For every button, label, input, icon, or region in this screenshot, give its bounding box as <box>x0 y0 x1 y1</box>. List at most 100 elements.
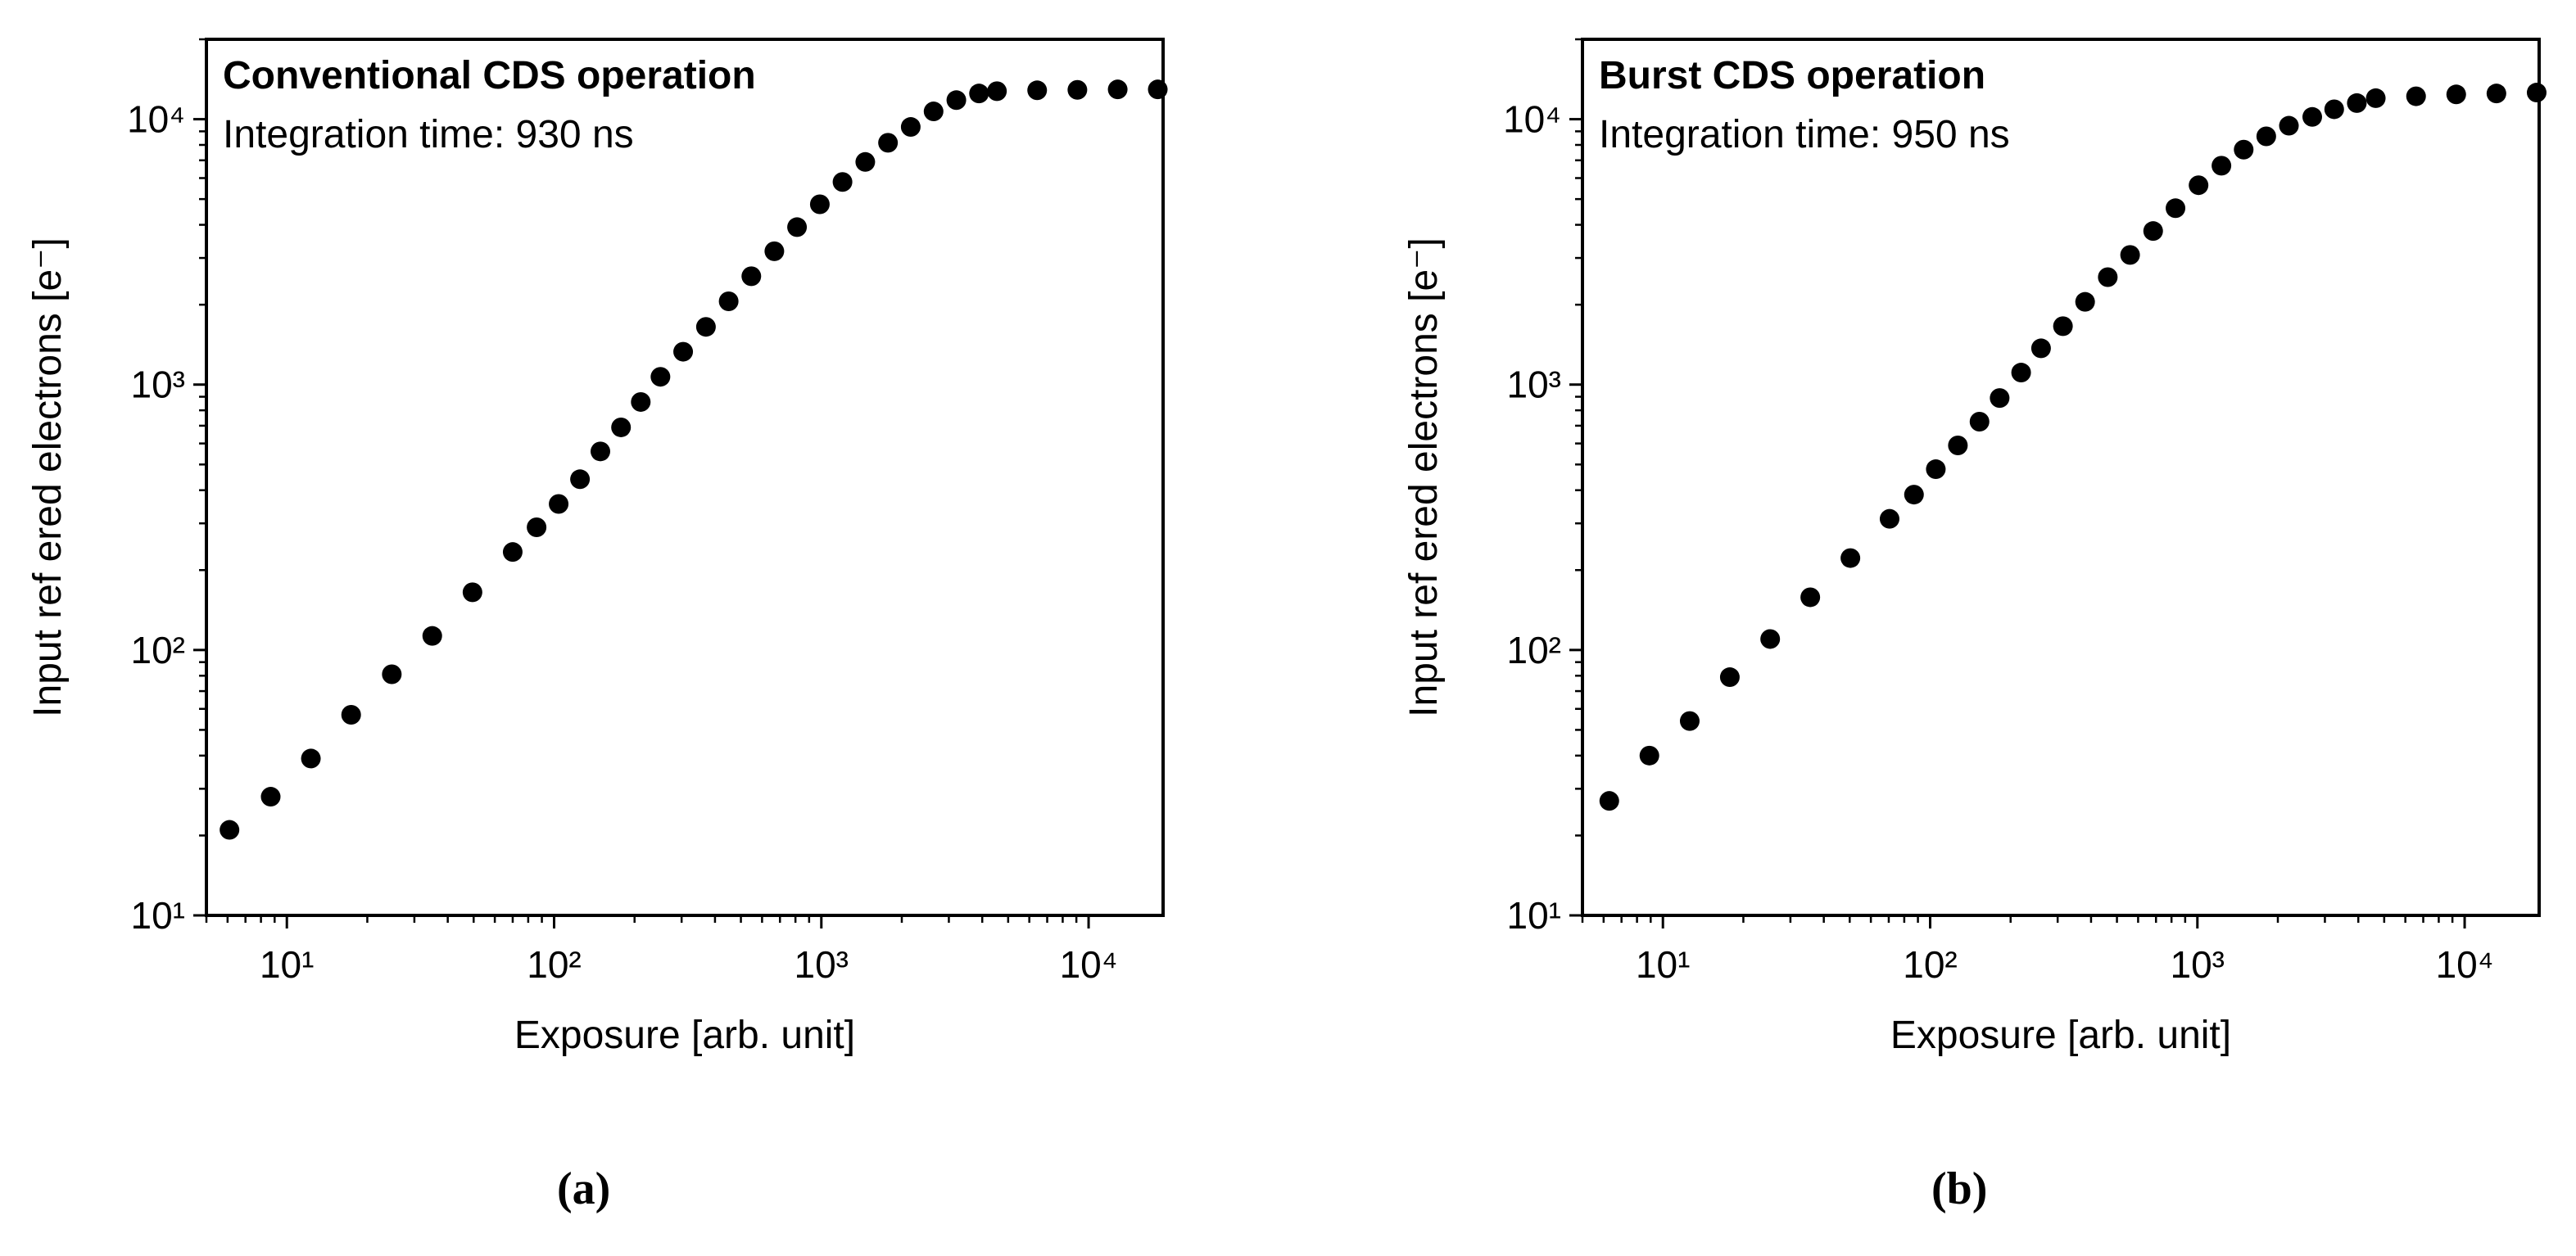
x-tick-label: 10² <box>527 943 581 986</box>
y-tick-label: 10³ <box>1507 364 1561 406</box>
data-point <box>2406 86 2426 106</box>
x-tick-label: 10⁴ <box>2436 943 2494 986</box>
y-tick-label: 10¹ <box>1507 894 1561 937</box>
data-point <box>549 494 569 514</box>
data-point <box>2011 363 2031 383</box>
data-point <box>718 291 739 311</box>
data-point <box>2526 83 2547 103</box>
data-point <box>2053 316 2073 337</box>
data-point <box>1926 459 1946 480</box>
data-point <box>2279 115 2299 136</box>
data-point <box>1719 667 1740 688</box>
panel-a-label: (a) <box>557 1163 611 1214</box>
data-point <box>1800 587 1821 608</box>
x-axis-label: Exposure [arb. unit] <box>1890 1014 2231 1057</box>
chart-title: Conventional CDS operation <box>223 54 756 97</box>
plot-frame <box>205 38 1165 917</box>
data-point <box>2324 99 2344 120</box>
data-point <box>260 787 281 807</box>
data-point <box>787 217 808 237</box>
data-point <box>462 582 482 603</box>
data-point <box>2120 245 2140 265</box>
data-point <box>382 664 402 684</box>
data-point <box>502 542 523 562</box>
data-point <box>1639 745 1659 766</box>
data-point <box>2256 126 2276 147</box>
data-point <box>923 102 944 122</box>
data-point <box>900 117 921 138</box>
chart-panel-0: 10¹ 10² 10³ 10⁴ 10¹ 10² 10³ 10⁴ Exposure [arb. u… <box>26 38 1168 1057</box>
data-point <box>341 704 361 725</box>
data-point <box>969 84 989 104</box>
data-point <box>764 241 785 261</box>
data-point <box>1948 435 1968 455</box>
data-point <box>591 441 611 462</box>
data-point <box>1760 629 1781 649</box>
data-point <box>1027 80 1048 101</box>
data-point <box>2189 175 2209 196</box>
data-point <box>1107 79 1128 100</box>
data-point <box>1879 508 1899 529</box>
x-tick-label: 10³ <box>2171 943 2225 986</box>
data-point <box>2098 267 2118 287</box>
data-point <box>570 469 591 490</box>
data-point <box>946 90 967 111</box>
data-point <box>220 820 240 840</box>
data-point <box>855 151 876 172</box>
data-point <box>2075 291 2095 312</box>
x-tick-label: 10² <box>1903 943 1957 986</box>
data-point <box>809 194 830 215</box>
data-point <box>2446 84 2466 105</box>
data-point <box>301 748 321 769</box>
data-point <box>2365 88 2386 108</box>
data-point <box>2234 139 2254 160</box>
data-point <box>1840 548 1861 568</box>
data-point <box>1067 79 1088 100</box>
data-point <box>422 626 442 646</box>
y-tick-label: 10¹ <box>131 894 185 937</box>
data-point <box>673 341 694 362</box>
data-point <box>832 172 853 192</box>
data-point <box>878 133 899 153</box>
plot-frame <box>1581 38 2541 917</box>
data-point <box>650 367 671 387</box>
data-point <box>631 391 651 412</box>
data-point <box>1679 711 1700 731</box>
data-point <box>2143 221 2163 242</box>
x-tick-label: 10¹ <box>1636 943 1690 986</box>
y-tick-label: 10³ <box>131 364 185 406</box>
data-point <box>1990 388 2010 409</box>
x-tick-label: 10³ <box>795 943 849 986</box>
data-point <box>527 517 547 537</box>
y-axis-label: Input ref ered electrons [e⁻] <box>1402 237 1446 717</box>
data-point <box>1969 411 1990 431</box>
chart-subtitle: Integration time: 930 ns <box>223 113 634 156</box>
chart-title: Burst CDS operation <box>1599 54 1985 97</box>
data-point <box>2302 106 2322 127</box>
data-point <box>2486 84 2506 104</box>
data-point <box>987 81 1007 102</box>
data-point <box>1148 79 1168 100</box>
y-tick-label: 10² <box>131 629 185 671</box>
data-point <box>611 417 632 437</box>
y-tick-label: 10² <box>1507 629 1561 671</box>
data-point <box>2212 156 2232 176</box>
data-point <box>2030 338 2051 359</box>
x-tick-label: 10¹ <box>260 943 314 986</box>
y-tick-label: 10⁴ <box>127 98 185 141</box>
data-point <box>2166 198 2186 219</box>
data-point <box>2347 93 2367 113</box>
data-point <box>695 317 716 337</box>
data-point <box>741 266 762 287</box>
chart-panel-1: 10¹ 10² 10³ 10⁴ 10¹ 10² 10³ 10⁴ Exposure [arb. u… <box>1402 38 2547 1057</box>
y-axis-label: Input ref ered electrons [e⁻] <box>26 237 70 717</box>
data-point <box>1904 485 1924 505</box>
data-point <box>1599 791 1619 811</box>
panel-b-label: (b) <box>1931 1163 1988 1214</box>
x-tick-label: 10⁴ <box>1060 943 1118 986</box>
chart-subtitle: Integration time: 950 ns <box>1599 113 2010 156</box>
y-tick-label: 10⁴ <box>1503 98 1561 141</box>
x-axis-label: Exposure [arb. unit] <box>514 1014 855 1057</box>
